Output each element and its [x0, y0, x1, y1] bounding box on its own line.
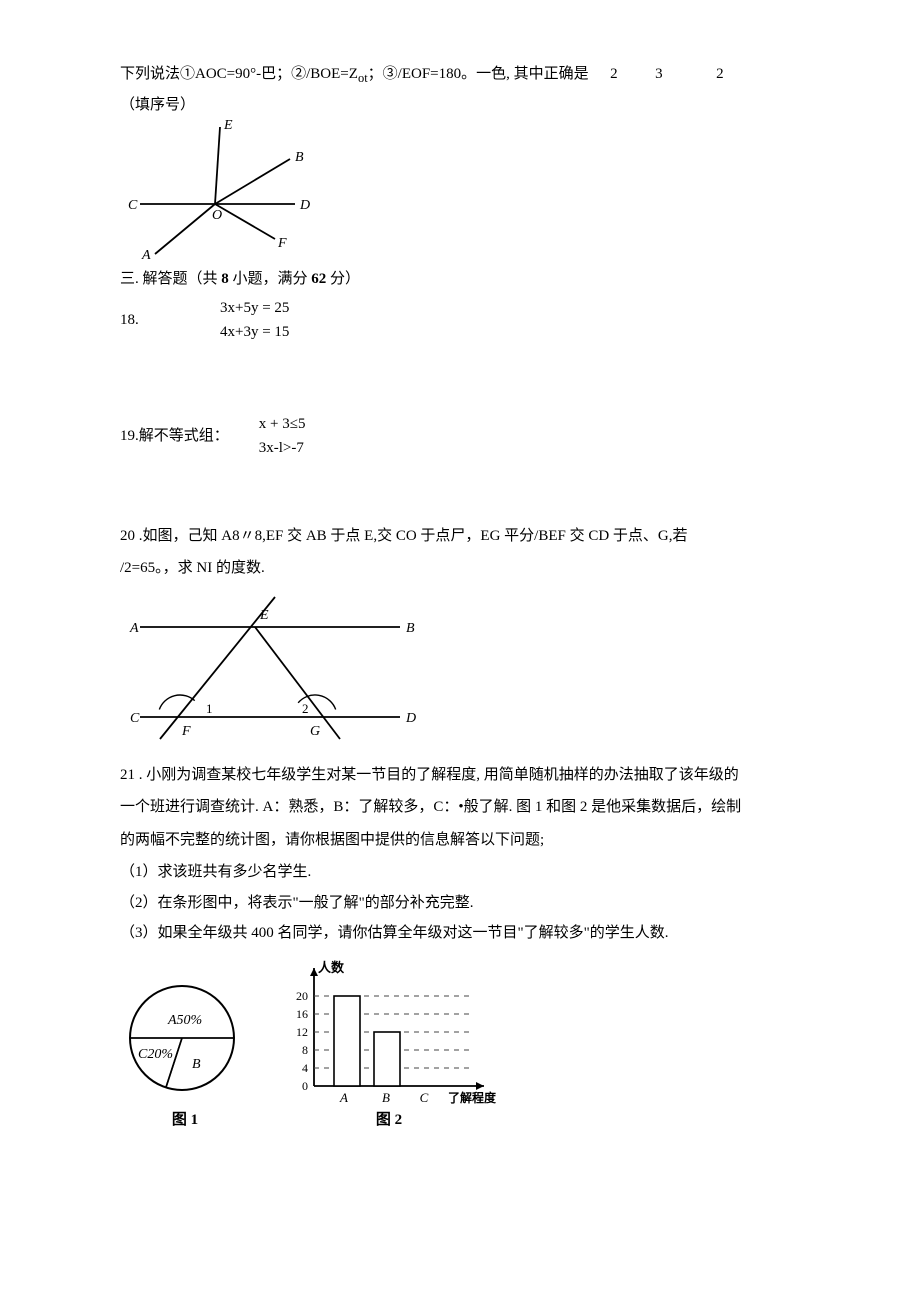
svg-text:1: 1	[206, 701, 213, 716]
svg-text:O: O	[212, 208, 222, 223]
svg-text:F: F	[181, 724, 191, 739]
q18-eq2: 4x+3y = 15	[220, 320, 289, 344]
q17-line2: （填序号）	[120, 91, 830, 120]
svg-text:A50%: A50%	[167, 1013, 202, 1028]
q21-sub3: （3）如果全年级共 400 名同学，请你估算全年级对这一节目"了解较多"的学生人…	[120, 919, 830, 948]
q20-line2: /2=65。，求 NI 的度数.	[120, 554, 830, 583]
q19-eq2: 3x-l>-7	[259, 436, 306, 460]
svg-text:B: B	[382, 1090, 390, 1105]
svg-text:E: E	[259, 608, 269, 623]
svg-text:D: D	[299, 198, 310, 213]
q20-line1: 20 .如图，己知 A8〃8,EF 交 AB 于点 E,交 CO 于点尸，EG …	[120, 522, 830, 551]
q17-diagram: C D A E B F O	[120, 119, 830, 259]
q21-line3: 的两幅不完整的统计图，请你根据图中提供的信息解答以下问题;	[120, 826, 830, 855]
q18-number: 18.	[120, 306, 180, 335]
q17-trail-3: 2	[716, 66, 724, 82]
svg-text:12: 12	[296, 1025, 308, 1039]
svg-text:0: 0	[302, 1079, 308, 1093]
q21-pie-caption: 图 1	[120, 1106, 250, 1135]
q19-eq1: x + 3≤5	[259, 412, 306, 436]
q17-line1: 下列说法①AOC=90°-巴；②/BOE=Zot；③/EOF=180。一色, 其…	[120, 60, 830, 91]
q19: 19.解不等式组： x + 3≤5 3x-l>-7	[120, 412, 830, 460]
q17-text-a: 下列说法①	[120, 66, 195, 82]
q17-text-b: AOC=90°-巴；②/BOE=Z	[195, 66, 358, 82]
q21-line2: 一个班进行调查统计. A：熟悉，B：了解较多，C：•般了解. 图 1 和图 2 …	[120, 793, 830, 822]
svg-text:B: B	[295, 150, 304, 165]
q21-sub1: （1）求该班共有多少名学生.	[120, 858, 830, 887]
q18: 18. 3x+5y = 25 4x+3y = 15	[120, 296, 830, 344]
svg-text:16: 16	[296, 1007, 308, 1021]
svg-text:C20%: C20%	[138, 1047, 173, 1062]
q21-bar-wrap: 人数 0 4 8 12 16 20 A B C 了解程度 图 2	[274, 956, 504, 1135]
svg-text:人数: 人数	[318, 960, 345, 975]
svg-text:A: A	[339, 1090, 348, 1105]
svg-text:A: A	[129, 621, 139, 636]
q18-eq1: 3x+5y = 25	[220, 296, 289, 320]
q21-line1: 21 . 小刚为调查某校七年级学生对某一节目的了解程度, 用简单随机抽样的办法抽…	[120, 761, 830, 790]
svg-text:20: 20	[296, 989, 308, 1003]
svg-text:F: F	[277, 236, 287, 251]
svg-text:A: A	[141, 248, 151, 259]
svg-text:D: D	[405, 711, 416, 726]
sec3-prefix: 三. 解答题（共	[120, 271, 221, 287]
svg-text:了解程度: 了解程度	[448, 1090, 497, 1105]
q17-trail-1: 2	[610, 66, 618, 82]
svg-text:B: B	[192, 1057, 201, 1072]
sec3-n: 8	[221, 271, 229, 287]
svg-text:C: C	[130, 711, 140, 726]
svg-text:4: 4	[302, 1061, 308, 1075]
q17-trail-2: 3	[655, 66, 663, 82]
q21-figures: A50% B C20% 图 1 人数 0 4 8 12 16 20 A B C 了解程度 图 2	[120, 956, 830, 1135]
q21-bar-caption: 图 2	[274, 1106, 504, 1135]
svg-text:C: C	[128, 198, 138, 213]
section-3-title: 三. 解答题（共 8 小题，满分 62 分）	[120, 265, 830, 294]
sec3-score: 62	[311, 271, 326, 287]
q17-sub: ot	[358, 71, 368, 85]
svg-text:G: G	[310, 724, 320, 739]
q17-text-c: ；③/EOF=180。一色, 其中正确是	[368, 66, 589, 82]
q21-pie-wrap: A50% B C20% 图 1	[120, 976, 250, 1135]
q21-sub2: （2）在条形图中，将表示"一般了解"的部分补充完整.	[120, 889, 830, 918]
svg-text:2: 2	[302, 701, 309, 716]
svg-text:E: E	[223, 119, 233, 133]
svg-text:8: 8	[302, 1043, 308, 1057]
sec3-suffix: 分）	[326, 271, 360, 287]
q19-number: 19.解不等式组：	[120, 422, 229, 451]
svg-text:B: B	[406, 621, 415, 636]
q20-diagram: A B C D E F G 1 2	[120, 587, 830, 747]
sec3-mid: 小题，满分	[229, 271, 312, 287]
svg-text:C: C	[420, 1090, 429, 1105]
